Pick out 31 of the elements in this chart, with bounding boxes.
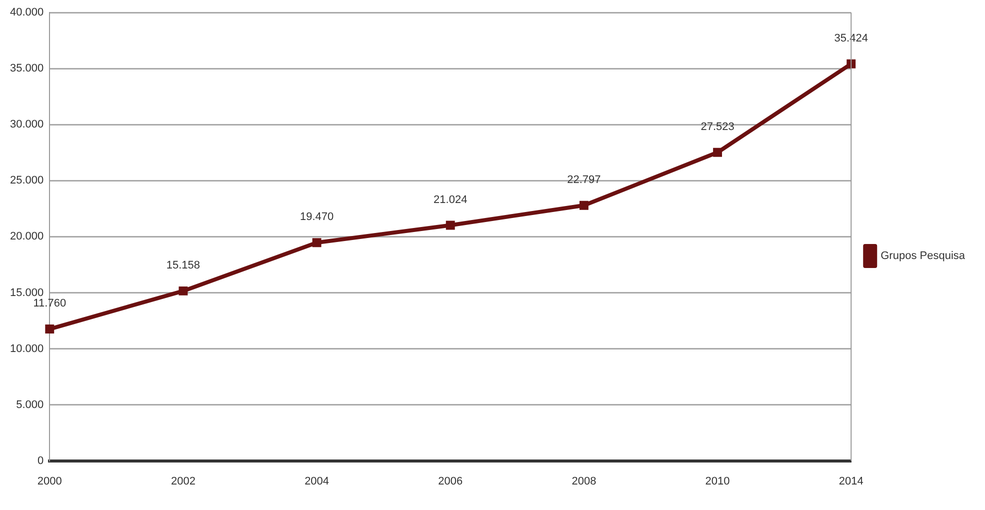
data-label: 19.470 bbox=[300, 211, 334, 224]
point bbox=[846, 59, 856, 68]
x-tick-label: 2014 bbox=[838, 475, 864, 488]
point bbox=[45, 324, 54, 334]
y-tick-label: 25.000 bbox=[10, 174, 44, 187]
y-tick-label: 0 bbox=[38, 454, 44, 467]
y-tick-label: 35.000 bbox=[10, 62, 44, 75]
x-tick-label: 2000 bbox=[37, 475, 62, 488]
point bbox=[178, 286, 188, 296]
x-tick-label: 2002 bbox=[170, 475, 196, 488]
data-label: 22.797 bbox=[567, 174, 601, 186]
data-label: 15.158 bbox=[166, 259, 200, 272]
y-tick-label: 20.000 bbox=[10, 230, 44, 243]
legend-label: Grupos Pesquisa bbox=[880, 250, 966, 262]
x-tick-label: 2008 bbox=[572, 475, 596, 488]
y-tick-label: 5.000 bbox=[16, 398, 44, 411]
data-label: 35.424 bbox=[834, 32, 868, 44]
point bbox=[312, 238, 322, 248]
x-tick-label: 2010 bbox=[705, 475, 730, 488]
y-tick-label: 30.000 bbox=[10, 118, 44, 131]
point bbox=[713, 148, 722, 157]
x-tick-label: 2006 bbox=[438, 475, 463, 488]
y-tick-label: 10.000 bbox=[10, 342, 44, 355]
data-label: 21.024 bbox=[434, 194, 468, 206]
data-label: 27.523 bbox=[700, 120, 734, 133]
point bbox=[579, 200, 588, 210]
data-label: 11.760 bbox=[33, 298, 66, 310]
y-tick-label: 15.000 bbox=[10, 286, 44, 299]
point bbox=[446, 220, 455, 230]
x-tick-label: 2004 bbox=[304, 475, 330, 488]
y-tick-label: 40.000 bbox=[10, 6, 44, 19]
